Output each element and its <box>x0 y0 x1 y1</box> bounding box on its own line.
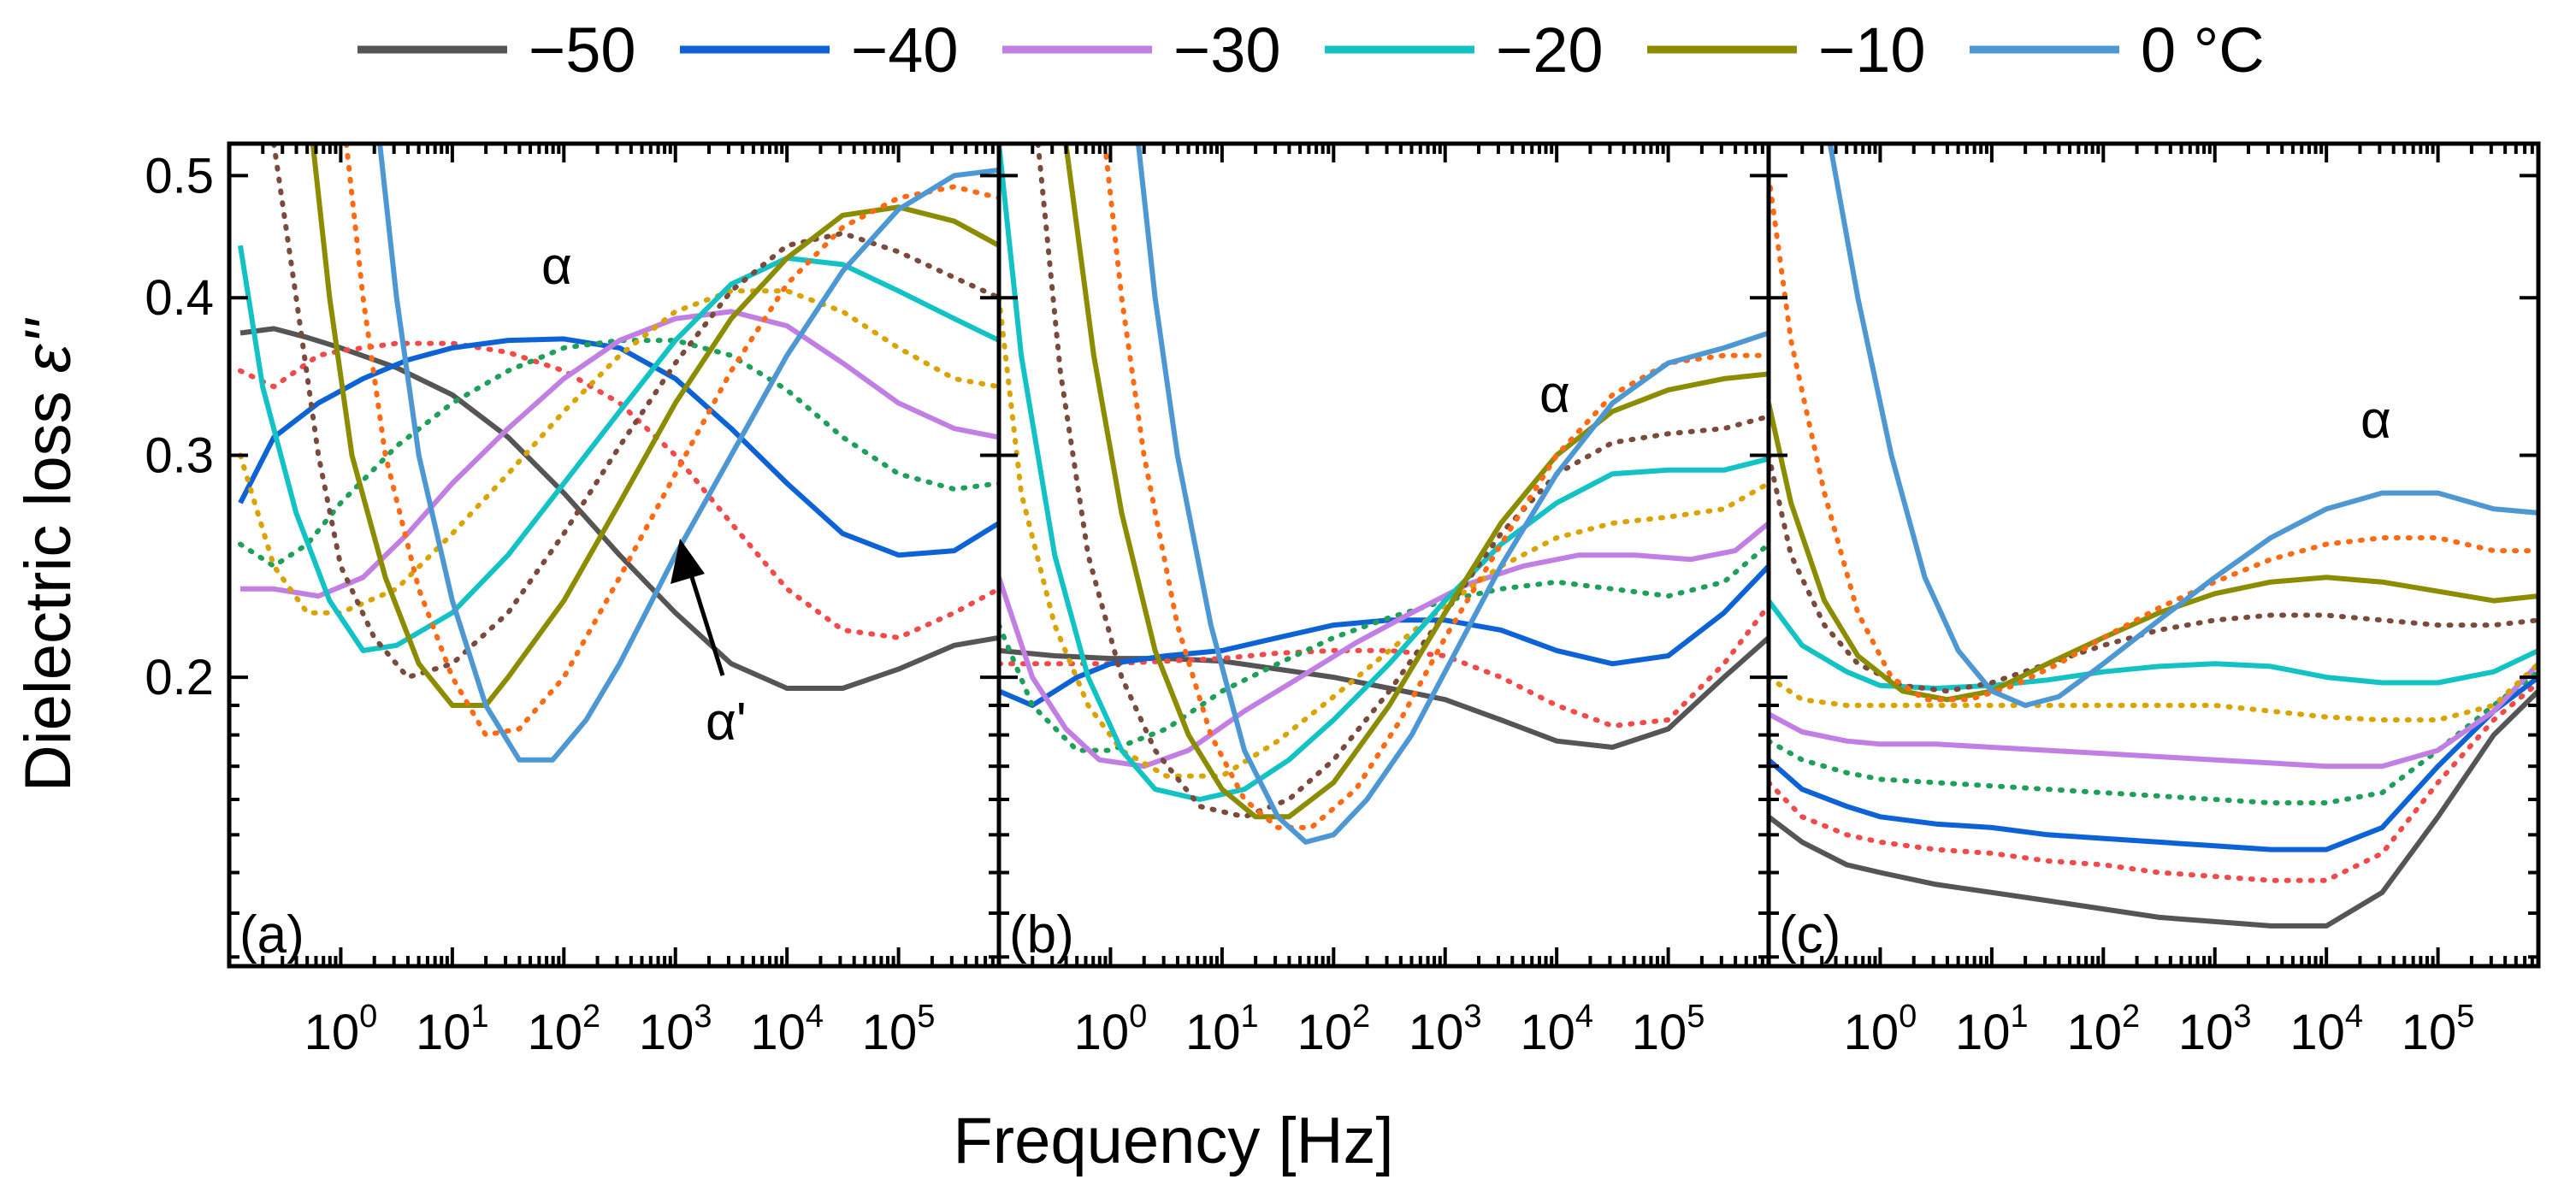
legend-label: −40 <box>851 15 959 86</box>
panel-b-series-m10 <box>1063 144 1769 820</box>
panel-a-series-m45 <box>238 340 999 640</box>
x-tick-label: 105 <box>2402 999 2475 1060</box>
panel-c-series-m30 <box>1769 662 2538 770</box>
x-tick-label: 103 <box>2178 999 2252 1060</box>
panel-a-series-layer <box>238 144 999 763</box>
panel-a-series-m50 <box>239 326 999 691</box>
panel-a-series-m40 <box>238 336 999 558</box>
x-tick-label: 104 <box>750 999 824 1060</box>
panel-a-alpha-prime-annotation: α' <box>706 693 747 752</box>
panel-a-label: (a) <box>239 905 304 964</box>
panel-a-alpha-prime-arrowhead <box>671 539 705 584</box>
x-tick-label: 104 <box>1520 999 1593 1060</box>
panel-b-series-m20 <box>999 144 1769 802</box>
panel-c-series-m20 <box>1769 599 2538 691</box>
legend-label: −50 <box>529 15 636 86</box>
panel-b-series-m5 <box>1102 144 1769 830</box>
panel-b-alpha-annotation: α <box>1539 365 1570 424</box>
y-tick-label: 0.4 <box>145 270 214 326</box>
x-tick-label: 105 <box>862 999 936 1060</box>
y-axis-title: Dielectric loss ε'' <box>12 317 85 792</box>
panel-a-series-m10 <box>310 144 999 708</box>
panel-c: 100 101 102 103 104 105 (c) α <box>1766 141 2541 1060</box>
panel-c-alpha-annotation: α <box>2360 391 2391 450</box>
panel-c-frame <box>1766 141 2541 969</box>
panel-b-series-0 <box>1136 144 1769 845</box>
x-axis-title: Frequency [Hz] <box>953 1105 1393 1177</box>
panel-a-frame <box>227 141 1001 969</box>
x-tick-label: 101 <box>1955 999 2029 1060</box>
panel-a-x-tick-labels: 100 101 102 103 104 105 <box>304 999 936 1060</box>
panel-a-alpha-annotation: α <box>541 237 572 296</box>
panel-b-series-m50 <box>999 635 1769 750</box>
y-tick-labels: 0.5 0.4 0.3 0.2 <box>145 148 214 705</box>
x-tick-label: 101 <box>1185 999 1259 1060</box>
panel-c-series-m50 <box>1769 689 2538 929</box>
x-tick-label: 102 <box>1297 999 1370 1060</box>
panel-b-series-m40 <box>999 564 1769 708</box>
panel-a-series-m25 <box>238 288 999 616</box>
x-tick-label: 102 <box>2066 999 2140 1060</box>
y-tick-label: 0.5 <box>145 148 214 203</box>
panel-c-series-m10 <box>1769 402 2538 703</box>
x-tick-label: 100 <box>1074 999 1148 1060</box>
panel-c-series-m5 <box>1769 173 2538 703</box>
legend-label: 0 °C <box>2141 15 2265 86</box>
panel-a-ticks <box>227 144 999 966</box>
panel-b-series-m35 <box>999 541 1769 753</box>
legend-label: −10 <box>1818 15 1926 86</box>
x-tick-label: 105 <box>1632 999 1705 1060</box>
panel-b: 100 101 102 103 104 105 (b) α <box>996 141 1771 1060</box>
legend: −50 −40 −30 −20 −10 0 °C <box>357 15 2265 86</box>
x-tick-label: 101 <box>416 999 489 1060</box>
x-tick-label: 100 <box>1844 999 1917 1060</box>
panel-a-series-m30 <box>240 309 999 599</box>
y-tick-label: 0.2 <box>145 650 214 705</box>
panel-c-series-m45 <box>1769 680 2538 883</box>
legend-label: −30 <box>1173 15 1281 86</box>
panel-c-series-m25 <box>1769 661 2538 722</box>
y-tick-label: 0.3 <box>145 428 214 483</box>
panel-c-x-tick-labels: 100 101 102 103 104 105 <box>1844 999 2475 1060</box>
x-tick-label: 103 <box>639 999 712 1060</box>
panel-c-series-m40 <box>1769 675 2538 852</box>
panel-a: 100 101 102 103 104 105 (a) α α' <box>227 141 1001 1060</box>
panel-c-label: (c) <box>1779 905 1840 964</box>
panel-c-series-m15 <box>1769 452 2538 694</box>
panel-c-series-0 <box>1827 144 2538 708</box>
panel-b-series-m25 <box>999 295 1769 779</box>
x-tick-label: 102 <box>527 999 600 1060</box>
panel-b-x-tick-labels: 100 101 102 103 104 105 <box>1074 999 1705 1060</box>
panel-b-series-layer <box>999 144 1769 845</box>
x-tick-label: 103 <box>1409 999 1482 1060</box>
x-tick-label: 104 <box>2289 999 2363 1060</box>
x-tick-label: 100 <box>304 999 378 1060</box>
legend-label: −20 <box>1496 15 1604 86</box>
panel-a-series-0 <box>377 144 999 763</box>
panel-b-series-m30 <box>999 521 1769 770</box>
panel-a-alpha-prime-arrow <box>688 574 725 676</box>
panel-a-series-m15 <box>271 144 999 681</box>
panel-c-series-layer <box>1769 144 2538 929</box>
panel-c-series-m35 <box>1769 669 2538 805</box>
panel-a-series-m20 <box>238 245 999 653</box>
panel-b-series-m15 <box>1035 144 1769 820</box>
panel-a-series-m5 <box>344 144 999 738</box>
panel-b-label: (b) <box>1009 905 1074 964</box>
panel-a-series-m35 <box>238 338 999 569</box>
